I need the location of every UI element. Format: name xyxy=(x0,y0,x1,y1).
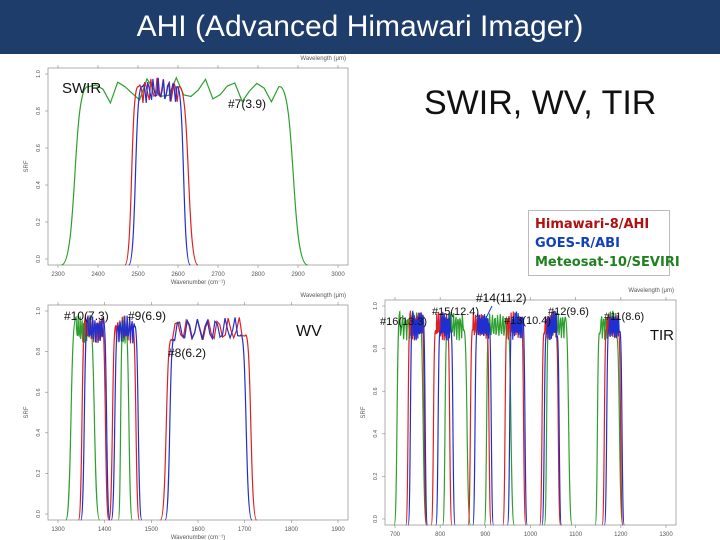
y-tick-label: 0.2 xyxy=(36,470,42,478)
band-label: SWIR xyxy=(62,80,101,97)
srf-curve-green xyxy=(442,311,472,526)
band-label: #11(8.6) xyxy=(604,311,644,323)
band-label: #7(3.9) xyxy=(228,97,266,111)
band-label: #15(12.4) xyxy=(432,306,479,318)
legend-item-seviri: Meteosat-10/SEVIRI xyxy=(535,255,680,270)
y-tick-label: 0.4 xyxy=(373,430,379,438)
y-axis-label: SRF xyxy=(24,160,30,172)
band-label: #9(6.9) xyxy=(128,309,166,323)
y-tick-label: 0.8 xyxy=(36,348,42,356)
band-label: #16(13.3) xyxy=(380,316,427,328)
srf-curve-blue xyxy=(472,313,495,526)
band-label: #12(9.6) xyxy=(548,306,589,318)
srf-curve-blue xyxy=(603,315,625,526)
y-tick-label: 0.6 xyxy=(36,388,42,396)
y-tick-label: 1.0 xyxy=(36,70,42,78)
x-tick-label: 1000 xyxy=(524,532,538,538)
x-tick-label: 800 xyxy=(435,532,446,538)
srf-curve-green xyxy=(65,315,101,521)
band-label: #8(6.2) xyxy=(168,346,206,360)
y-tick-label: 0.8 xyxy=(36,107,42,115)
x-tick-label: 2500 xyxy=(131,272,145,278)
srf-curve-red xyxy=(430,311,453,526)
y-tick-label: 0.6 xyxy=(36,144,42,152)
band-label: #10(7.3) xyxy=(64,309,109,323)
x-tick-label: 1200 xyxy=(614,532,628,538)
x-tick-label: 2900 xyxy=(291,272,305,278)
x-tick-label: 2600 xyxy=(171,272,185,278)
x-tick-label: 1100 xyxy=(569,532,583,538)
y-axis-label: SRF xyxy=(24,406,30,418)
y-tick-label: 0.0 xyxy=(373,515,379,523)
srf-curve-green xyxy=(117,315,133,521)
y-tick-label: 0.0 xyxy=(36,255,42,263)
x-tick-label: 2300 xyxy=(51,272,65,278)
y-tick-label: 1.0 xyxy=(373,302,379,310)
x-tick-label: 1800 xyxy=(285,527,299,533)
y-tick-label: 0.0 xyxy=(36,510,42,518)
legend-item-ahi: Himawari-8/AHI xyxy=(535,217,650,232)
band-label: #13(10.4) xyxy=(504,315,551,327)
x-tick-label: 1300 xyxy=(659,532,673,538)
x-tick-label: 2800 xyxy=(251,272,265,278)
title-bar: AHI (Advanced Himawari Imager) xyxy=(0,0,720,54)
subtitle: SWIR, WV, TIR xyxy=(424,84,657,122)
srf-curve-green xyxy=(594,310,624,526)
y-tick-label: 0.2 xyxy=(373,473,379,481)
x-axis-label: Wavenumber (cm⁻¹) xyxy=(171,280,225,286)
x-tick-label: 1500 xyxy=(145,527,159,533)
band-label: TIR xyxy=(650,327,674,344)
plot-frame-swir xyxy=(47,67,349,266)
legend: Himawari-8/AHI GOES-R/ABI Meteosat-10/SE… xyxy=(528,210,680,276)
top-axis-label: Wavelength (μm) xyxy=(300,56,346,62)
top-axis-label: Wavelength (μm) xyxy=(300,293,346,299)
x-tick-label: 1700 xyxy=(238,527,252,533)
band-pointer xyxy=(483,305,493,323)
y-tick-label: 1.0 xyxy=(36,307,42,315)
x-tick-label: 2400 xyxy=(91,272,105,278)
legend-item-abi: GOES-R/ABI xyxy=(535,236,620,251)
y-tick-label: 0.4 xyxy=(36,181,42,189)
x-tick-label: 1900 xyxy=(331,527,345,533)
srf-curve-red xyxy=(77,315,110,521)
srf-curve-blue xyxy=(435,311,456,526)
x-tick-label: 1300 xyxy=(51,527,65,533)
y-axis-label: SRF xyxy=(361,406,367,418)
srf-curve-blue xyxy=(110,315,143,521)
x-tick-label: 2700 xyxy=(211,272,225,278)
slide-title: AHI (Advanced Himawari Imager) xyxy=(136,10,584,43)
srf-curve-red xyxy=(539,310,562,526)
srf-curve-blue xyxy=(407,310,429,526)
y-tick-label: 0.2 xyxy=(36,218,42,226)
y-tick-label: 0.6 xyxy=(373,387,379,395)
x-tick-label: 900 xyxy=(480,532,491,538)
srf-curve-blue xyxy=(128,77,191,266)
x-tick-label: 1600 xyxy=(191,527,205,533)
top-axis-label: Wavelength (μm) xyxy=(628,288,674,294)
srf-curve-red xyxy=(502,311,527,526)
srf-curve-blue xyxy=(164,317,253,521)
band-label: #14(11.2) xyxy=(476,291,526,305)
srf-curve-red xyxy=(467,313,492,526)
plot-frame-tir xyxy=(384,299,677,526)
x-axis-label: Wavenumber (cm⁻¹) xyxy=(171,535,225,540)
srf-curve-red xyxy=(159,317,258,521)
srf-curve-green xyxy=(60,76,308,266)
x-tick-label: 3000 xyxy=(331,272,345,278)
x-tick-label: 1400 xyxy=(98,527,112,533)
srf-curve-red xyxy=(124,77,199,266)
x-tick-label: 700 xyxy=(390,532,401,538)
y-tick-label: 0.8 xyxy=(373,345,379,353)
srf-curve-blue xyxy=(541,310,562,526)
srf-curve-blue xyxy=(80,315,111,521)
band-label: WV xyxy=(296,323,322,340)
srf-curve-blue xyxy=(506,311,528,526)
y-tick-label: 0.4 xyxy=(36,429,42,437)
